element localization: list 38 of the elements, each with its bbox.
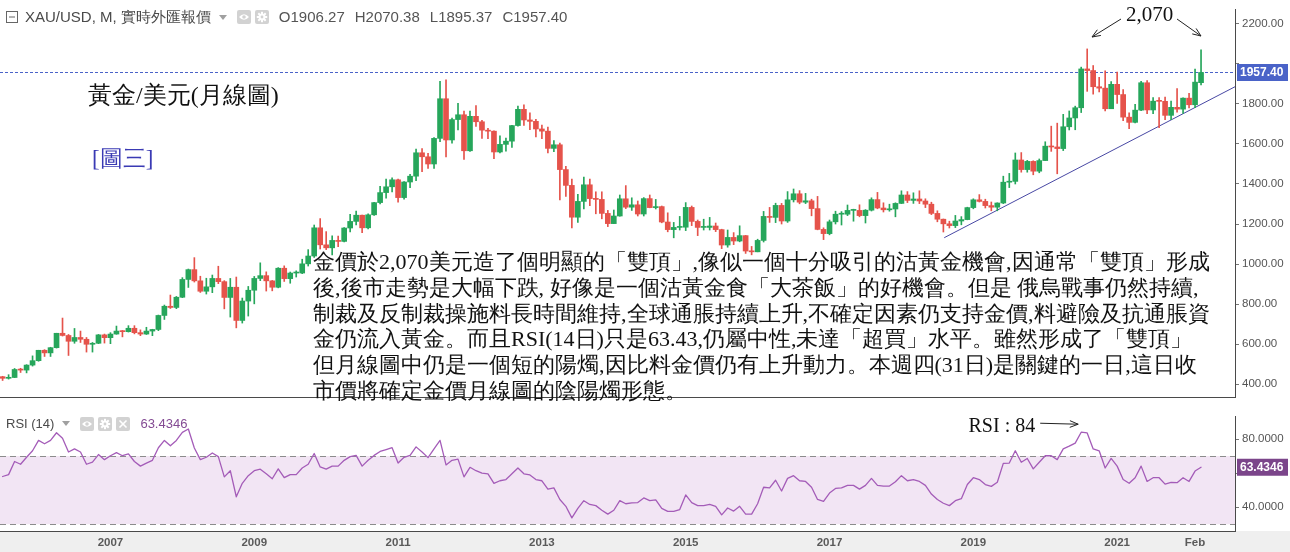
x-tick-label: 2009 (241, 536, 268, 549)
chart-title: RSI (14) (6, 416, 55, 432)
annotation: O1906.27 (278, 8, 345, 26)
y-tick-label: 1200.00 (1242, 217, 1284, 230)
x-tick-label: 2013 (529, 536, 555, 549)
y-tick-label: 40.0000 (1242, 500, 1284, 513)
y-tick-label: 1600.00 (1242, 137, 1284, 150)
candlestick (628, 197, 635, 211)
x-tick-label: Feb (1184, 536, 1206, 549)
annotation: H2070.38 (354, 8, 420, 26)
candlestick (335, 235, 341, 247)
candlestick (1054, 122, 1061, 175)
annotation: 2,070 (1126, 2, 1174, 27)
annotation: [圖三] (92, 146, 154, 173)
y-tick-label: 600.00 (1242, 337, 1278, 350)
annotation: 金價於2,070美元造了個明顯的「雙頂」,像似一個十分吸引的沽黃金機會,因通常「雙頂」形成後,後市走勢是大幅下跌, 好像是一個沽黃金食「大茶飯」的好機會。但是 俄烏戰事仍然持續,制裁及反制裁操施料長時間維持,全球通脹持續上升,不確定因素仍支持金價,料避險及抗通脹資金仍流入黃金。而且RSI(14日)只是63.43,仍屬中性,未達「超買」水平。雖然形成了「雙頂」但月線圖中仍是一個短的陽燭,因比料金價仍有上升動力。本週四(31日)是關鍵的一日,這日收市價將確定金價月線圖的陰陽燭形態。 (313, 249, 1211, 404)
chart-subtitle: XAU/USD, M, 實時外匯報價 (25, 8, 211, 26)
ref-line-label: 1957.40 (1240, 65, 1284, 80)
x-tick-label: 2019 (960, 536, 987, 549)
text: 63.4346 (1240, 460, 1284, 475)
y-tick-label: 400.00 (1242, 377, 1278, 390)
x-tick-label: 2007 (97, 536, 124, 549)
y-tick-label: 1000.00 (1242, 257, 1284, 270)
x-tick-label: 2021 (1104, 536, 1131, 549)
x-tick-label: 2015 (672, 536, 700, 549)
y-tick-label: 1400.00 (1242, 177, 1284, 190)
annotation: RSI : 84 (968, 414, 1036, 437)
y-tick-label: 2200.00 (1242, 17, 1284, 30)
y-tick-label: 1800.00 (1242, 97, 1284, 110)
text: 黃金/美元(月線圖) (88, 82, 279, 110)
x-tick-label: 2017 (816, 536, 843, 549)
x-tick-label: 2011 (385, 536, 412, 549)
annotation: C1957.40 (502, 8, 568, 26)
y-tick-label: 80.0000 (1242, 432, 1284, 445)
candlestick (652, 199, 659, 210)
annotation: L1895.37 (429, 8, 493, 26)
y-tick-label: 800.00 (1242, 297, 1278, 310)
annotation: 63.4346 (140, 416, 188, 432)
